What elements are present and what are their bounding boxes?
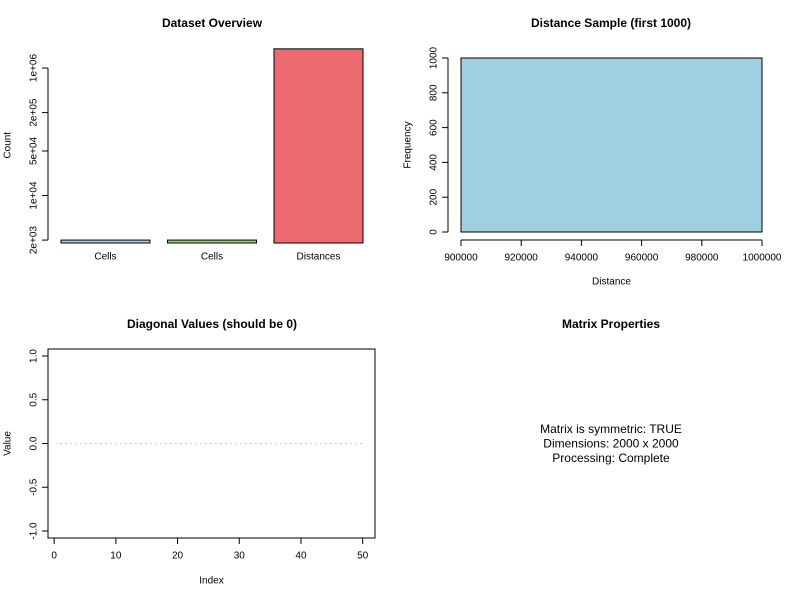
x-axis-label: Distance (592, 277, 631, 288)
y-tick-label: 0.0 (29, 436, 40, 450)
chart-title: Matrix Properties (562, 317, 660, 331)
y-tick-label: 0.5 (29, 392, 40, 406)
y-tick-label: 600 (429, 119, 440, 136)
x-tick-label: 20 (172, 551, 184, 562)
x-tick-label: 940000 (565, 253, 599, 264)
y-axis-label: Value (3, 431, 14, 456)
x-tick-label: 10 (110, 551, 122, 562)
y-tick-label: 2e+05 (29, 98, 40, 127)
y-tick-label: 1e+06 (29, 54, 40, 83)
x-tick-label: Cells (201, 252, 223, 263)
x-tick-label: 50 (357, 551, 369, 562)
y-tick-label: 400 (429, 154, 440, 171)
x-axis-label: Index (199, 576, 223, 587)
x-tick-label: Distances (297, 252, 341, 263)
info-line: Matrix is symmetric: TRUE (540, 422, 682, 436)
x-tick-label: 920000 (505, 253, 539, 264)
x-tick-label: 980000 (685, 253, 719, 264)
chart-title: Distance Sample (first 1000) (531, 16, 691, 30)
bar (167, 239, 257, 244)
chart-title: Dataset Overview (162, 16, 263, 30)
bar (60, 239, 151, 244)
info-line: Processing: Complete (552, 451, 670, 465)
y-tick-label: 0 (429, 229, 440, 235)
y-tick-label: 800 (429, 84, 440, 101)
x-tick-label: 0 (51, 551, 57, 562)
x-tick-label: 30 (234, 551, 246, 562)
y-tick-label: -1.0 (29, 522, 40, 540)
y-tick-label: -0.5 (29, 478, 40, 496)
y-axis-label: Frequency (403, 121, 414, 168)
x-tick-label: Cells (94, 252, 116, 263)
y-tick-label: 2e+03 (29, 226, 40, 255)
x-tick-label: 1000000 (743, 253, 782, 264)
y-tick-label: 1.0 (29, 349, 40, 363)
info-line: Dimensions: 2000 x 2000 (543, 437, 679, 451)
y-tick-label: 1000 (429, 46, 440, 69)
x-tick-label: 960000 (625, 253, 659, 264)
y-tick-label: 1e+04 (29, 181, 40, 210)
bar (273, 48, 364, 244)
histogram-bar (460, 57, 763, 233)
x-tick-label: 40 (295, 551, 307, 562)
y-tick-label: 5e+04 (29, 136, 40, 165)
y-axis-label: Count (3, 132, 14, 159)
chart-title: Diagonal Values (should be 0) (127, 317, 297, 331)
x-tick-label: 900000 (444, 253, 478, 264)
y-tick-label: 200 (429, 188, 440, 205)
